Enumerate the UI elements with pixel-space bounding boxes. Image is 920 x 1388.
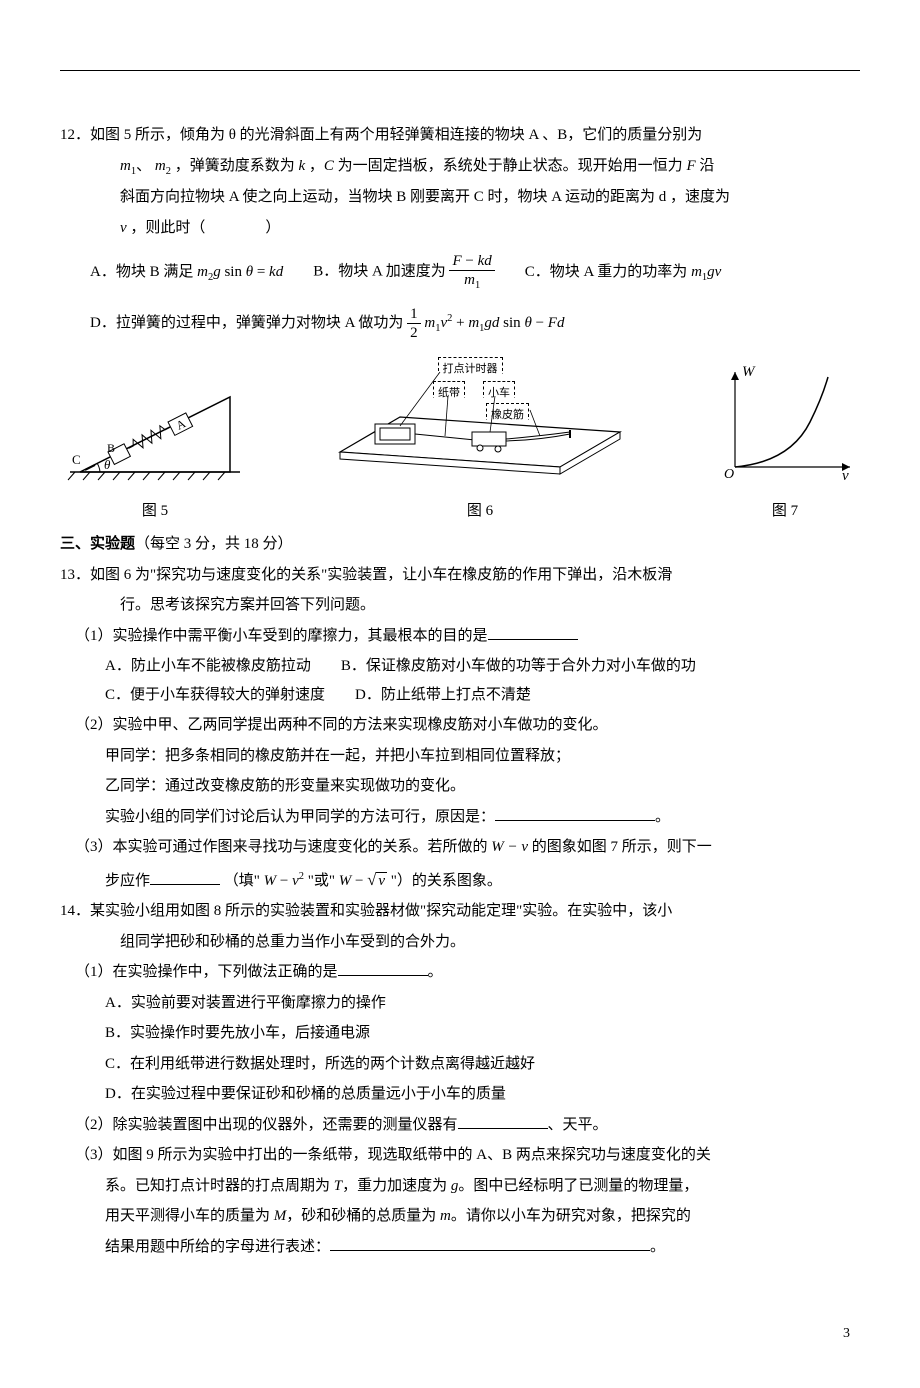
q13-p2-l4: 实验小组的同学们讨论后认为甲同学的方法可行，原因是：。 <box>105 803 860 832</box>
top-rule <box>60 70 860 71</box>
q13-p1B: B．保证橡皮筋对小车做的功等于合外力对小车做的功 <box>341 652 696 681</box>
fig6: 打点计时器 纸带 小车 橡皮筋 图 6 <box>330 352 630 525</box>
fig6-rubber-label: 橡皮筋 <box>486 403 529 420</box>
q14-l1: 14．某实验小组用如图 8 所示的实验装置和实验器材做"探究动能定理"实验。在实… <box>60 897 860 926</box>
blank <box>330 1235 650 1251</box>
fig5-theta: θ <box>104 457 111 472</box>
q13-p1: （1）实验操作中需平衡小车受到的摩擦力，其最根本的目的是 <box>75 622 860 651</box>
q14-l2: 组同学把砂和砂桶的总重力当作小车受到的合外力。 <box>60 928 860 957</box>
blank <box>338 960 428 976</box>
blank <box>150 869 220 885</box>
fig7-svg: W v O <box>710 362 860 482</box>
q14-p1B: B．实验操作时要先放小车，后接通电源 <box>105 1019 860 1048</box>
q14-p1A: A．实验前要对装置进行平衡摩擦力的操作 <box>105 989 860 1018</box>
q13-p1C: C．便于小车获得较大的弹射速度 <box>105 681 325 710</box>
q13-l1: 13．如图 6 为"探究功与速度变化的关系"实验装置，让小车在橡皮筋的作用下弹出… <box>60 561 860 590</box>
fig7-O: O <box>724 467 734 482</box>
q14-p3-l1: （3）如图 9 所示为实验中打出的一条纸带，现选取纸带中的 A、B 两点来探究功… <box>75 1141 860 1170</box>
fig7: W v O 图 7 <box>710 362 860 525</box>
q12: 12．如图 5 所示，倾角为 θ 的光滑斜面上有两个用轻弹簧相连接的物块 A 、… <box>60 121 860 342</box>
blank <box>458 1113 548 1129</box>
q12-line3: 斜面方向拉物块 A 使之向上运动，当物块 B 刚要离开 C 时，物块 A 运动的… <box>60 183 860 212</box>
q12-options-row1: A．物块 B 满足 m2g sin θ = kd B．物块 A 加速度为 F −… <box>90 252 860 293</box>
q13-p1-opts2: C．便于小车获得较大的弹射速度 D．防止纸带上打点不清楚 <box>90 681 860 710</box>
q13-p3-l2: 步应作 （填" W − v2 "或" W − √v "）的关系图象。 <box>105 864 860 896</box>
fig7-v: v <box>842 468 849 482</box>
fig6-svg: 打点计时器 纸带 小车 橡皮筋 <box>330 352 630 482</box>
fig7-caption: 图 7 <box>710 497 860 526</box>
q14: 14．某实验小组用如图 8 所示的实验装置和实验器材做"探究动能定理"实验。在实… <box>60 897 860 1261</box>
fig6-tape-label: 纸带 <box>433 381 465 398</box>
fig7-W: W <box>742 364 756 380</box>
q12-line4: v ，则此时（ ） <box>60 214 860 243</box>
fig6-timer-label: 打点计时器 <box>438 357 503 374</box>
q14-p3-l4: 结果用题中所给的字母进行表述：。 <box>105 1233 860 1262</box>
q13-p1A: A．防止小车不能被橡皮筋拉动 <box>105 652 311 681</box>
fig5: θ B A C 图 5 <box>60 372 250 525</box>
q13-p2-l2: 甲同学：把多条相同的橡皮筋并在一起，并把小车拉到相同位置释放； <box>105 742 860 771</box>
fig5-C: C <box>72 452 81 467</box>
q13-p1-opts1: A．防止小车不能被橡皮筋拉动 B．保证橡皮筋对小车做的功等于合外力对小车做的功 <box>90 652 860 681</box>
q14-p3-l2: 系。已知打点计时器的打点周期为 T，重力加速度为 g。图中已经标明了已测量的物理… <box>105 1172 860 1201</box>
q14-p3-l3: 用天平测得小车的质量为 M，砂和砂桶的总质量为 m。请你以小车为研究对象，把探究… <box>105 1202 860 1231</box>
fig5-caption: 图 5 <box>60 497 250 526</box>
q14-p1C: C．在利用纸带进行数据处理时，所选的两个计数点离得越近越好 <box>105 1050 860 1079</box>
section3-heading: 三、实验题（每空 3 分，共 18 分） <box>60 530 860 559</box>
q13-p2-l3: 乙同学：通过改变橡皮筋的形变量来实现做功的变化。 <box>105 772 860 801</box>
q13-p3-l1: （3）本实验可通过作图来寻找功与速度变化的关系。若所做的 W − v 的图象如图… <box>75 833 860 862</box>
q13-p1D: D．防止纸带上打点不清楚 <box>355 681 531 710</box>
q12-optD: D．拉弹簧的过程中，弹簧弹力对物块 A 做功为 12 m1v2 + m1gd s… <box>90 305 860 342</box>
fig5-B: B <box>107 441 115 455</box>
fig5-svg: θ B A C <box>60 372 250 482</box>
q12-optA: A．物块 B 满足 m2g sin θ = kd <box>90 258 283 288</box>
q14-p2: （2）除实验装置图中出现的仪器外，还需要的测量仪器有、天平。 <box>75 1111 860 1140</box>
page-number: 3 <box>60 1321 860 1348</box>
figures-row: θ B A C 图 5 <box>60 352 860 525</box>
fig6-caption: 图 6 <box>330 497 630 526</box>
blank <box>488 624 578 640</box>
q12-optB: B．物块 A 加速度为 F − kd m1 <box>313 252 495 293</box>
q14-p1D: D．在实验过程中要保证砂和砂桶的总质量远小于小车的质量 <box>105 1080 860 1109</box>
q13: 13．如图 6 为"探究功与速度变化的关系"实验装置，让小车在橡皮筋的作用下弹出… <box>60 561 860 896</box>
fig6-cart-label: 小车 <box>483 381 515 398</box>
q13-p2-l1: （2）实验中甲、乙两同学提出两种不同的方法来实现橡皮筋对小车做功的变化。 <box>75 711 860 740</box>
q14-p1: （1）在实验操作中，下列做法正确的是。 <box>75 958 860 987</box>
q12-line2: m1、 m2 ，弹簧劲度系数为 k ，C 为一固定挡板，系统处于静止状态。现开始… <box>60 152 860 182</box>
q13-l2: 行。思考该探究方案并回答下列问题。 <box>60 591 860 620</box>
q12-optC: C．物块 A 重力的功率为 m1gv <box>525 258 722 288</box>
blank <box>495 805 655 821</box>
q12-line1: 12．如图 5 所示，倾角为 θ 的光滑斜面上有两个用轻弹簧相连接的物块 A 、… <box>60 121 860 150</box>
